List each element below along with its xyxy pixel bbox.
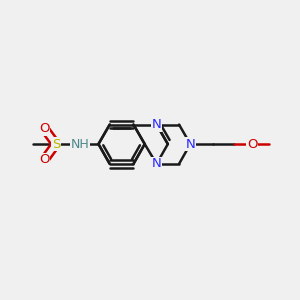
Text: O: O [39, 122, 50, 135]
Text: O: O [247, 138, 258, 151]
Text: N: N [185, 138, 195, 151]
Text: S: S [52, 138, 60, 151]
Text: N: N [152, 158, 161, 170]
Text: N: N [152, 118, 161, 131]
Text: NH: NH [70, 138, 89, 151]
Text: O: O [39, 153, 50, 167]
